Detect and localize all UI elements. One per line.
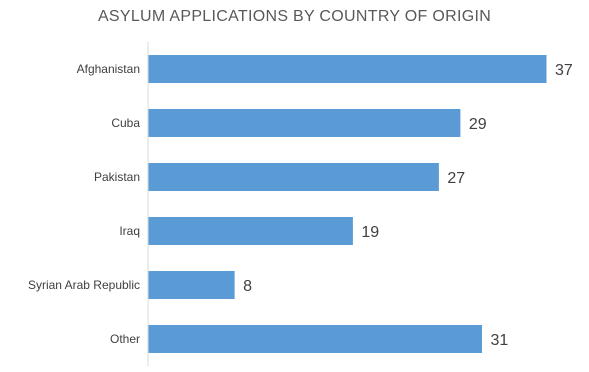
category-label-other: Other [110, 332, 140, 346]
value-labels: 37 29 27 19 8 31 [243, 62, 573, 349]
category-labels: Afghanistan Cuba Pakistan Iraq Syrian Arab R… [28, 62, 140, 346]
value-label-syrian-arab-republic: 8 [243, 278, 252, 295]
category-label-syrian-arab-republic: Syrian Arab Republic [28, 278, 140, 292]
category-label-pakistan: Pakistan [94, 170, 140, 184]
category-label-iraq: Iraq [119, 224, 140, 238]
bars-group [148, 55, 547, 353]
value-label-iraq: 19 [361, 224, 379, 241]
chart-title: ASYLUM APPLICATIONS BY COUNTRY OF ORIGIN [97, 8, 492, 25]
category-label-afghanistan: Afghanistan [77, 62, 140, 76]
bar-iraq [148, 217, 353, 245]
bar-other [148, 325, 482, 353]
category-label-cuba: Cuba [111, 116, 140, 130]
bar-pakistan [148, 163, 439, 191]
bar-cuba [148, 109, 461, 137]
value-label-other: 31 [491, 332, 509, 349]
value-label-pakistan: 27 [447, 170, 465, 187]
bar-syrian-arab-republic [148, 271, 235, 299]
value-label-cuba: 29 [469, 116, 487, 133]
bar-afghanistan [148, 55, 547, 83]
value-label-afghanistan: 37 [555, 62, 573, 79]
